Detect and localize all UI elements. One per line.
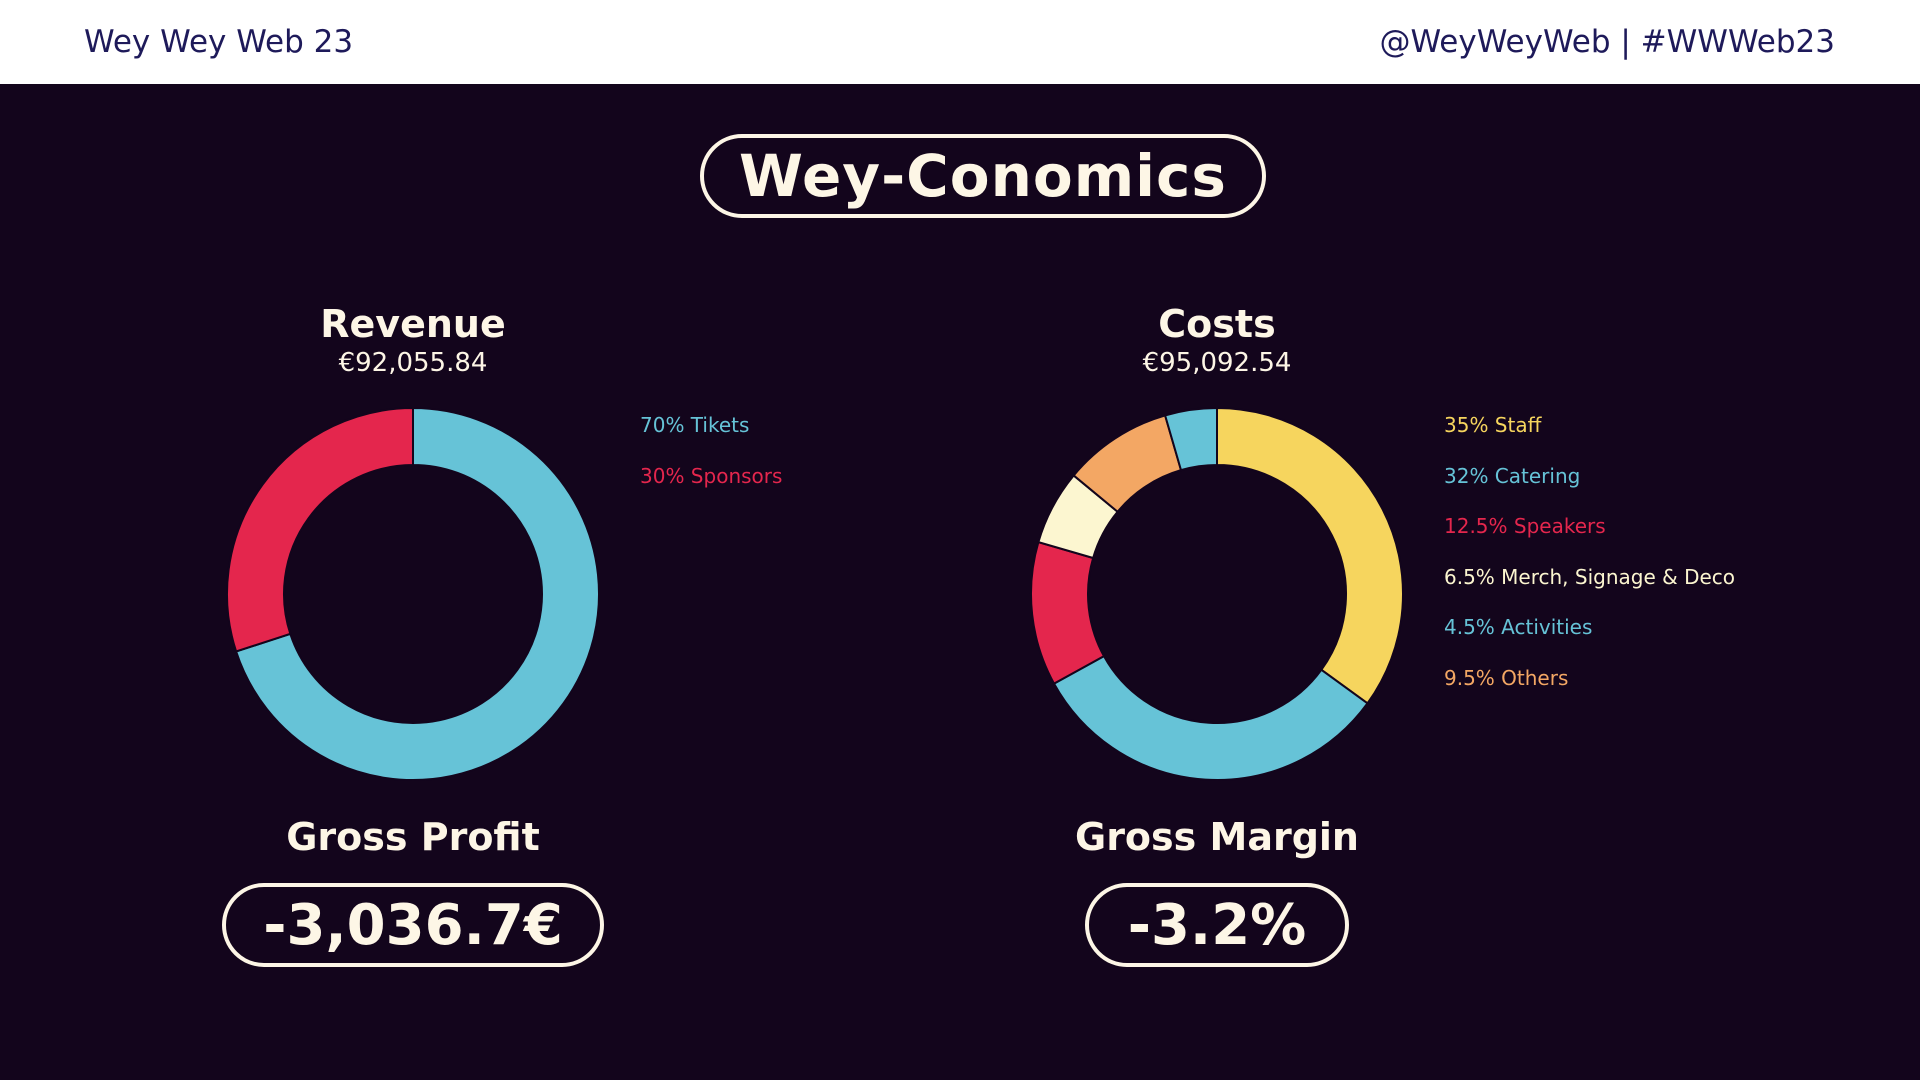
costs-legend: 35% Staff 32% Catering 12.5% Speakers 6.5% … xyxy=(1444,413,1735,716)
costs-legend-catering: 32% Catering xyxy=(1444,463,1581,488)
costs-legend-activities: 4.5% Activities xyxy=(1444,615,1593,639)
revenue-title: Revenue xyxy=(320,302,506,346)
gross-margin-value: -3.2% xyxy=(1127,892,1307,958)
revenue-legend-sponsors: 30% Sponsors xyxy=(640,463,783,488)
gross-margin-pill: -3.2% xyxy=(1085,883,1349,967)
page-title-pill: Wey-Conomics xyxy=(700,134,1266,218)
page-title: Wey-Conomics xyxy=(739,142,1227,210)
costs-legend-staff: 35% Staff xyxy=(1444,413,1542,437)
revenue-slice-sponsors xyxy=(226,406,414,653)
event-name: Wey Wey Web 23 xyxy=(84,24,354,60)
revenue-slice-tikets xyxy=(234,406,600,781)
social-handles: @WeyWeyWeb | #WWWeb23 xyxy=(1379,24,1835,60)
costs-slice-speakers xyxy=(1030,540,1106,685)
gross-profit-pill: -3,036.7€ xyxy=(222,883,604,967)
revenue-legend: 70% Tikets 30% Sponsors xyxy=(640,413,782,514)
header-bar: Wey Wey Web 23 @WeyWeyWeb | #WWWeb23 xyxy=(0,0,1920,84)
revenue-donut-chart xyxy=(226,406,600,781)
revenue-legend-tikets: 70% Tikets xyxy=(640,413,750,437)
costs-donut-chart xyxy=(1030,406,1404,781)
costs-title: Costs xyxy=(1158,302,1276,346)
costs-legend-others: 9.5% Others xyxy=(1444,665,1569,690)
gross-profit-title: Gross Profit xyxy=(286,815,540,859)
gross-margin-title: Gross Margin xyxy=(1075,815,1359,859)
costs-amount: €95,092.54 xyxy=(1142,348,1292,378)
costs-slice-catering xyxy=(1052,654,1369,781)
costs-legend-speakers: 12.5% Speakers xyxy=(1444,514,1606,538)
costs-slice-staff xyxy=(1216,406,1404,705)
costs-legend-merch-signage-deco: 6.5% Merch, Signage & Deco xyxy=(1444,564,1736,589)
costs-slice-activities xyxy=(1163,406,1218,472)
gross-profit-value: -3,036.7€ xyxy=(263,892,563,958)
revenue-amount: €92,055.84 xyxy=(338,348,488,378)
